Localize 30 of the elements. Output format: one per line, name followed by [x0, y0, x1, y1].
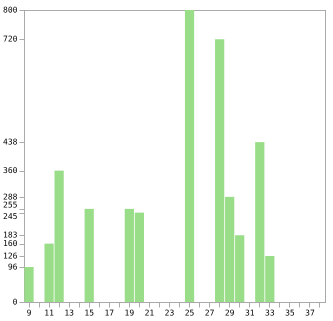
- y-tick-label: 438: [3, 138, 18, 147]
- y-tick-label: 288: [3, 192, 18, 202]
- y-tick-label: 720: [3, 34, 18, 44]
- x-tick-label: 21: [144, 308, 154, 318]
- y-tick-label: 255: [3, 200, 18, 210]
- x-tick-label: 27: [204, 308, 215, 318]
- x-tick-label: 25: [184, 308, 195, 318]
- bar: [184, 10, 194, 302]
- y-tick-label: 360: [3, 166, 18, 176]
- y-tick-label: 160: [3, 239, 18, 248]
- x-tick-label: 31: [244, 308, 255, 318]
- y-tick-label: 245: [3, 212, 18, 222]
- x-tick-label: 11: [44, 308, 54, 318]
- x-tick-label: 13: [64, 308, 74, 318]
- bar: [84, 208, 94, 302]
- y-tick-label: 96: [8, 262, 18, 272]
- y-tick-label: 0: [12, 298, 18, 306]
- x-tick-label: 33: [264, 308, 275, 318]
- x-tick-label: 15: [84, 308, 94, 318]
- x-tick-label: 37: [305, 308, 315, 318]
- x-tick-label: 19: [124, 308, 134, 318]
- y-tick-label: 183: [3, 230, 18, 240]
- x-tick-label: 23: [164, 308, 174, 318]
- y-tick-label: 126: [3, 252, 18, 261]
- x-tick-label: 35: [285, 308, 295, 318]
- x-tick-label: 29: [224, 308, 235, 318]
- x-tick-label: 17: [104, 308, 114, 318]
- bar: [24, 266, 34, 302]
- y-tick-label: 800: [3, 6, 18, 14]
- x-tick-label: 9: [26, 308, 32, 318]
